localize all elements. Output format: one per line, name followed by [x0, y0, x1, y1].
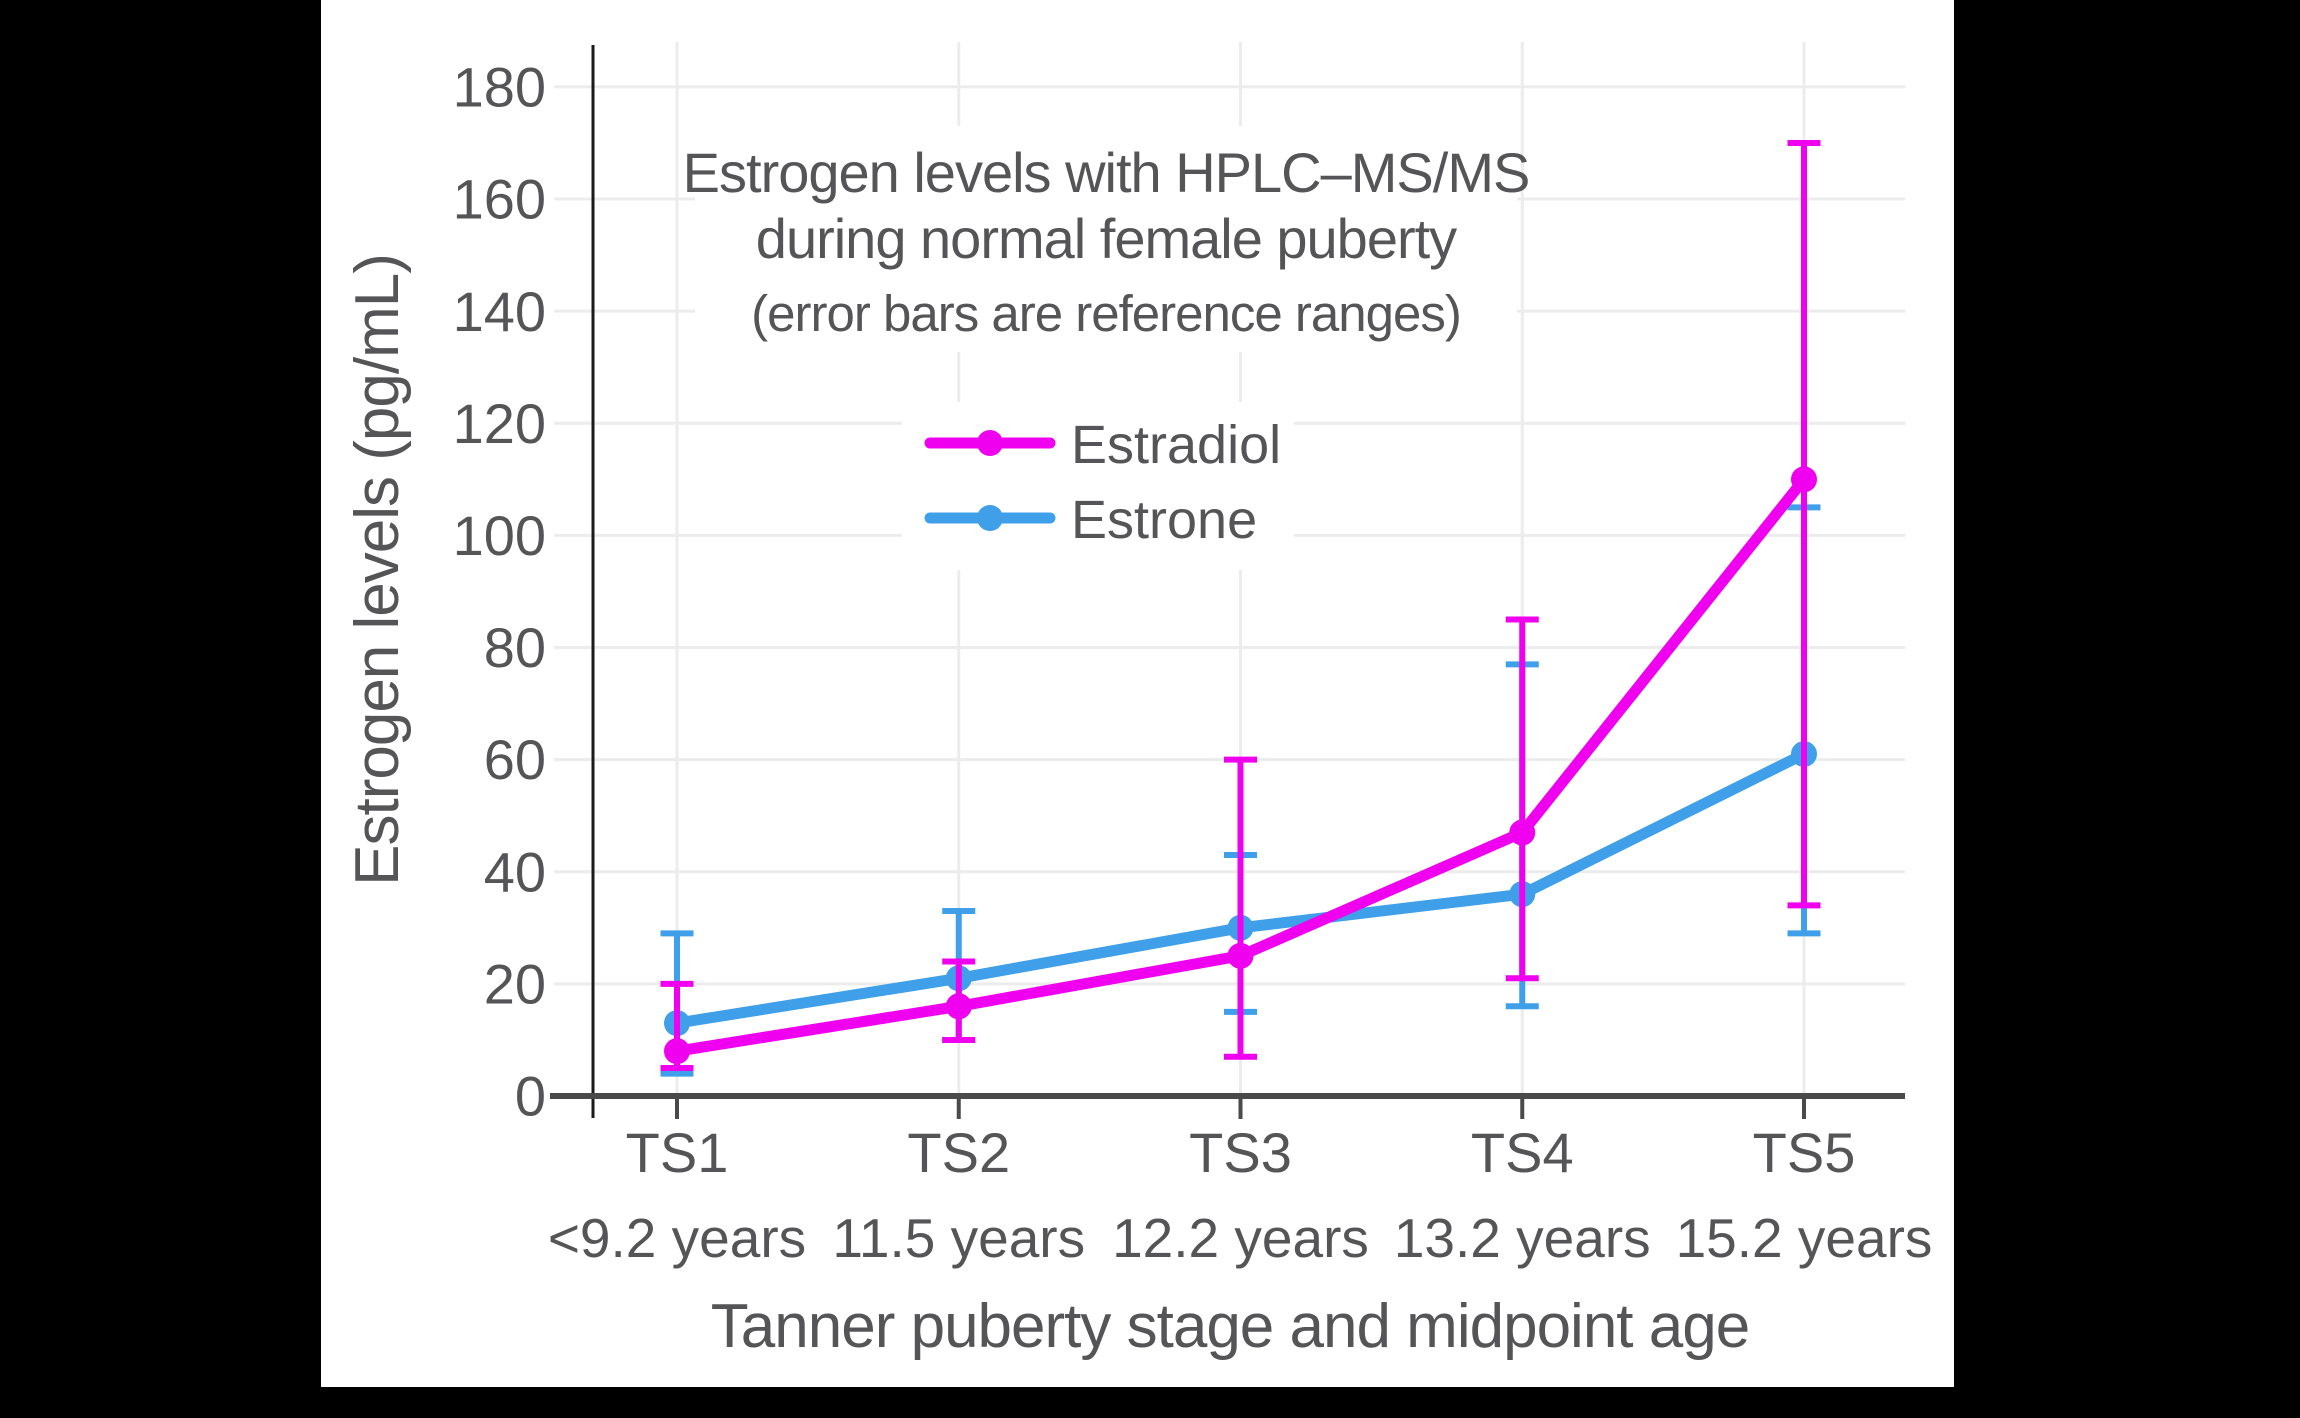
legend-label: Estrone: [1071, 490, 1257, 550]
x-category-label: TS4: [1471, 1121, 1574, 1184]
legend-backdrop: [902, 402, 1294, 570]
x-category-label: TS5: [1753, 1121, 1856, 1184]
chart-title-line2: during normal female puberty: [756, 207, 1457, 270]
x-category-label: TS1: [626, 1121, 729, 1184]
y-tick-labels: 0 20 40 60 80 100 120 140 160 180: [453, 56, 546, 1128]
y-tick-label: 100: [453, 504, 546, 567]
y-tick-label: 160: [453, 168, 546, 231]
data-point-estradiol: [1791, 466, 1817, 493]
series-layer: [660, 139, 1821, 1077]
series-estradiol: [660, 139, 1821, 1071]
data-point-estradiol: [1227, 942, 1254, 969]
x-age-labels: <9.2 years 11.5 years 12.2 years 13.2 years…: [548, 1207, 1933, 1269]
y-tick-label: 180: [453, 56, 546, 119]
x-age-label: 11.5 years: [832, 1207, 1085, 1269]
legend-label: Estradiol: [1071, 415, 1281, 475]
x-category-labels: TS1 TS2 TS3 TS4 TS5: [626, 1121, 1856, 1184]
y-tick-label: 120: [453, 392, 546, 455]
legend-marker: [977, 505, 1003, 531]
y-axis-title: Estrogen levels (pg/mL): [343, 254, 412, 886]
data-point-estradiol: [664, 1038, 690, 1065]
y-tick-label: 80: [484, 616, 546, 679]
y-tick-label: 20: [484, 952, 546, 1015]
chart-title-line1: Estrogen levels with HPLC–MS/MS: [683, 141, 1530, 204]
legend-marker: [977, 430, 1003, 456]
chart-subtitle: (error bars are reference ranges): [751, 285, 1461, 342]
axis-layer: [550, 45, 1905, 1119]
x-axis-ticks: [675, 1096, 1806, 1119]
x-age-label: 12.2 years: [1112, 1207, 1369, 1269]
y-tick-label: 60: [484, 728, 546, 791]
legend-entry-estradiol: Estradiol: [924, 415, 1281, 475]
x-age-label: 15.2 years: [1676, 1207, 1933, 1269]
legend-entry-estrone: Estrone: [924, 490, 1257, 550]
legend: Estradiol Estrone: [924, 415, 1281, 550]
error-bars-estradiol: [660, 139, 1821, 1071]
label-layer: Estrogen levels with HPLC–MS/MS during n…: [343, 56, 1932, 1361]
data-point-estradiol: [945, 993, 972, 1020]
y-tick-label: 40: [484, 840, 546, 903]
x-category-label: TS3: [1189, 1121, 1292, 1184]
data-point-estradiol: [1509, 819, 1536, 846]
x-age-label: 13.2 years: [1394, 1207, 1651, 1269]
backdrop-layer: [695, 126, 1517, 570]
x-age-label: <9.2 years: [548, 1207, 806, 1269]
x-axis-title: Tanner puberty stage and midpoint age: [711, 1292, 1749, 1361]
y-tick-label: 0: [515, 1065, 546, 1128]
title-backdrop: [695, 126, 1517, 352]
y-tick-label: 140: [453, 280, 546, 343]
x-category-label: TS2: [907, 1121, 1010, 1184]
